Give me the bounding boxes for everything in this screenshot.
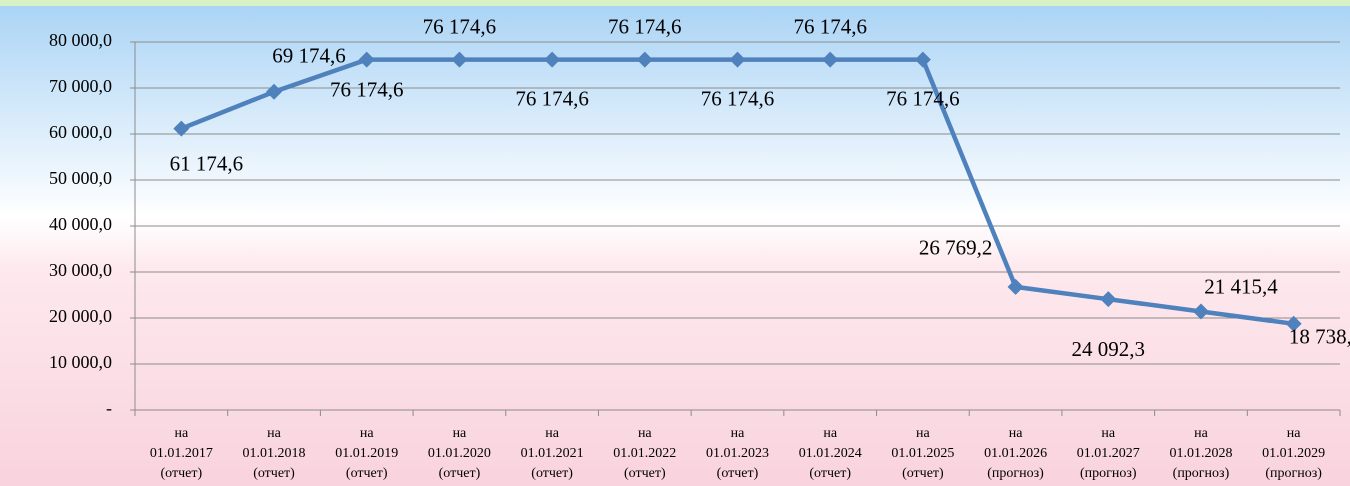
x-tick-label: 01.01.2022 [613, 446, 676, 461]
data-label: 76 174,6 [330, 77, 404, 101]
data-label: 76 174,6 [608, 14, 682, 38]
x-tick-label: на [1101, 426, 1115, 441]
x-tick-label: (отчет) [161, 466, 203, 481]
x-tick-label: (отчет) [531, 466, 573, 481]
y-tick-label: 20 000,0 [49, 306, 112, 326]
top-border [0, 0, 1350, 6]
data-label: 76 174,6 [423, 14, 497, 38]
x-tick-label: 01.01.2023 [706, 446, 769, 461]
data-label: 69 174,6 [272, 44, 346, 68]
marker [822, 51, 839, 68]
x-tick-label: 01.01.2028 [1169, 446, 1232, 461]
marker [266, 83, 283, 100]
marker [1100, 291, 1117, 308]
x-tick-label: (прогноз) [987, 466, 1044, 481]
x-tick-label: (отчет) [717, 466, 759, 481]
y-tick-label: 80 000,0 [49, 30, 112, 50]
x-tick-label: (отчет) [346, 466, 388, 481]
x-tick-label: на [453, 426, 467, 441]
data-label: 76 174,6 [515, 86, 589, 110]
x-tick-label: 01.01.2019 [335, 446, 398, 461]
marker [544, 51, 561, 68]
marker [636, 51, 653, 68]
y-tick-label: 60 000,0 [49, 122, 112, 142]
y-tick-label: - [106, 398, 112, 418]
x-tick-label: на [916, 426, 930, 441]
x-tick-label: 01.01.2021 [521, 446, 584, 461]
marker [173, 120, 190, 137]
data-label: 24 092,3 [1072, 337, 1146, 361]
x-tick-label: 01.01.2017 [150, 446, 213, 461]
data-label: 76 174,6 [793, 14, 867, 38]
marker [358, 51, 375, 68]
data-label: 76 174,6 [701, 86, 775, 110]
x-tick-label: (отчет) [624, 466, 666, 481]
x-tick-label: (отчет) [253, 466, 295, 481]
y-tick-label: 50 000,0 [49, 168, 112, 188]
x-tick-label: (отчет) [809, 466, 851, 481]
x-tick-label: (отчет) [439, 466, 481, 481]
x-tick-label: 01.01.2027 [1077, 446, 1140, 461]
x-tick-label: на [360, 426, 374, 441]
x-tick-label: на [267, 426, 281, 441]
x-tick-label: на [1287, 426, 1301, 441]
data-label: 18 738,5 [1289, 325, 1350, 349]
y-tick-label: 10 000,0 [49, 352, 112, 372]
x-tick-label: на [638, 426, 652, 441]
x-tick-label: 01.01.2029 [1262, 446, 1325, 461]
marker [1192, 303, 1209, 320]
x-tick-label: (прогноз) [1173, 466, 1230, 481]
y-tick-label: 70 000,0 [49, 76, 112, 96]
x-tick-label: на [731, 426, 745, 441]
x-tick-label: 01.01.2020 [428, 446, 491, 461]
y-tick-label: 30 000,0 [49, 260, 112, 280]
x-tick-label: 01.01.2018 [243, 446, 306, 461]
x-tick-label: (прогноз) [1080, 466, 1137, 481]
marker [914, 51, 931, 68]
data-label: 61 174,6 [170, 151, 244, 175]
x-tick-label: на [174, 426, 188, 441]
y-tick-label: 40 000,0 [49, 214, 112, 234]
data-label: 76 174,6 [886, 86, 960, 110]
marker [451, 51, 468, 68]
marker [729, 51, 746, 68]
marker [1285, 315, 1302, 332]
x-tick-label: (отчет) [902, 466, 944, 481]
x-tick-label: 01.01.2024 [799, 446, 862, 461]
x-tick-label: на [1194, 426, 1208, 441]
x-tick-label: (прогноз) [1265, 466, 1322, 481]
x-tick-label: на [1009, 426, 1023, 441]
data-label: 21 415,4 [1204, 274, 1278, 298]
marker [1007, 278, 1024, 295]
x-tick-label: на [545, 426, 559, 441]
x-tick-label: 01.01.2025 [891, 446, 954, 461]
x-tick-label: 01.01.2026 [984, 446, 1047, 461]
x-tick-label: на [823, 426, 837, 441]
data-label: 26 769,2 [919, 236, 993, 260]
